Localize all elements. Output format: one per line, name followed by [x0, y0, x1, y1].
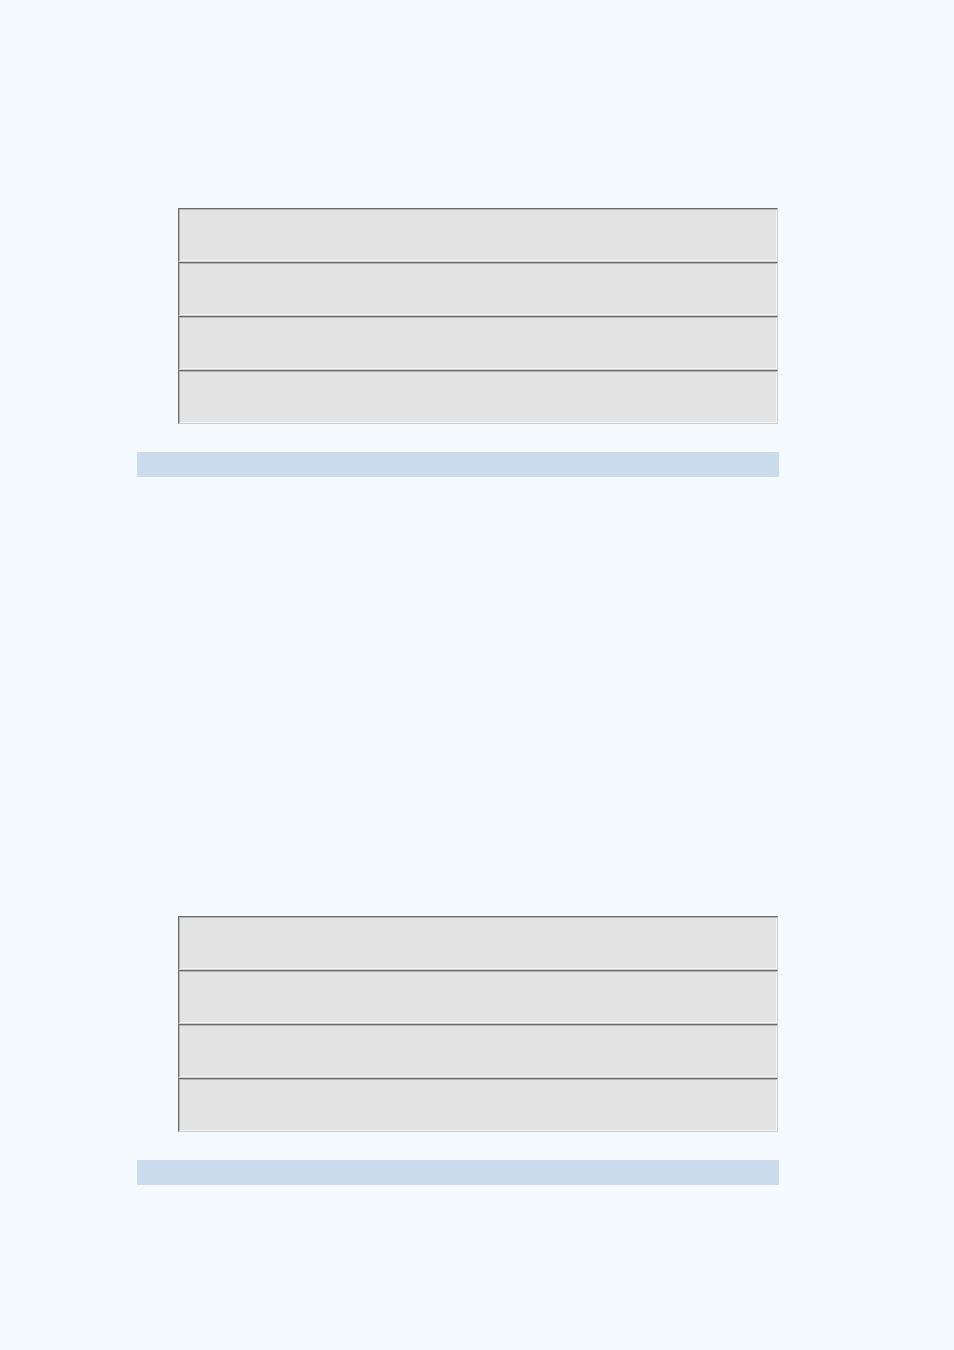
cell-block-1-row-0: [178, 208, 778, 262]
cell-block-2-row-2: [178, 1024, 778, 1078]
highlight-band-2: [137, 1160, 779, 1185]
cell-block-1-row-2: [178, 316, 778, 370]
highlight-band-1: [137, 452, 779, 477]
cell-block-2-row-0: [178, 916, 778, 970]
cell-block-1-row-1: [178, 262, 778, 316]
cell-block-1-row-3: [178, 370, 778, 424]
cell-block-1: [178, 208, 778, 424]
cell-block-2-row-3: [178, 1078, 778, 1132]
cell-block-2-row-1: [178, 970, 778, 1024]
cell-block-2: [178, 916, 778, 1132]
